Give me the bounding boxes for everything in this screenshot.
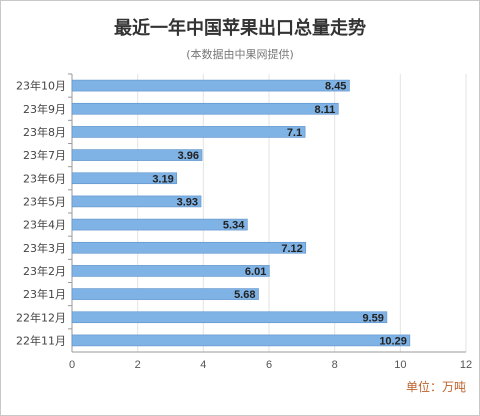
category-label: 23年7月 — [23, 148, 66, 162]
x-tick-label: 8 — [332, 359, 338, 371]
chart-title: 最近一年中国苹果出口总量走势 — [114, 18, 366, 39]
bar — [71, 265, 270, 277]
category-label: 23年4月 — [23, 218, 66, 232]
bar — [71, 241, 307, 254]
category-label: 23年2月 — [23, 264, 66, 278]
value-label: 5.68 — [234, 289, 255, 301]
category-label: 23年6月 — [23, 171, 66, 185]
x-tick-label: 2 — [135, 359, 141, 371]
bar — [71, 334, 411, 347]
bar — [71, 79, 350, 92]
category-label: 23年9月 — [23, 102, 66, 116]
value-label: 3.19 — [152, 173, 173, 185]
bar — [71, 288, 259, 300]
bar — [71, 149, 203, 161]
bar — [71, 195, 202, 208]
value-label: 7.12 — [281, 243, 302, 255]
bar — [71, 172, 178, 185]
category-label: 23年3月 — [23, 241, 66, 255]
value-label: 3.96 — [178, 150, 199, 162]
value-label: 7.1 — [287, 127, 302, 139]
bar — [71, 126, 306, 138]
value-label: 5.34 — [223, 220, 245, 232]
value-label: 8.11 — [314, 104, 335, 116]
x-tick-label: 12 — [460, 359, 472, 371]
bar — [71, 311, 388, 324]
x-tick-label: 10 — [394, 359, 406, 371]
category-label: 23年5月 — [23, 194, 66, 208]
value-label: 9.59 — [362, 312, 383, 324]
category-label: 22年12月 — [16, 310, 66, 324]
chart-subtitle: (本数据由中果网提供) — [186, 48, 294, 61]
category-label: 22年11月 — [16, 333, 66, 347]
value-label: 6.01 — [245, 266, 266, 278]
category-label: 23年8月 — [23, 125, 66, 139]
unit-label: 单位：万吨 — [405, 380, 466, 394]
value-label: 8.45 — [325, 81, 346, 93]
value-label: 10.29 — [379, 335, 407, 347]
bar — [71, 218, 248, 231]
x-tick-label: 4 — [200, 359, 206, 371]
x-tick-label: 0 — [69, 359, 75, 371]
category-label: 23年1月 — [23, 287, 66, 301]
category-label: 23年10月 — [16, 79, 66, 93]
bar — [71, 102, 339, 115]
x-tick-label: 6 — [266, 359, 272, 371]
value-label: 3.93 — [177, 196, 198, 208]
